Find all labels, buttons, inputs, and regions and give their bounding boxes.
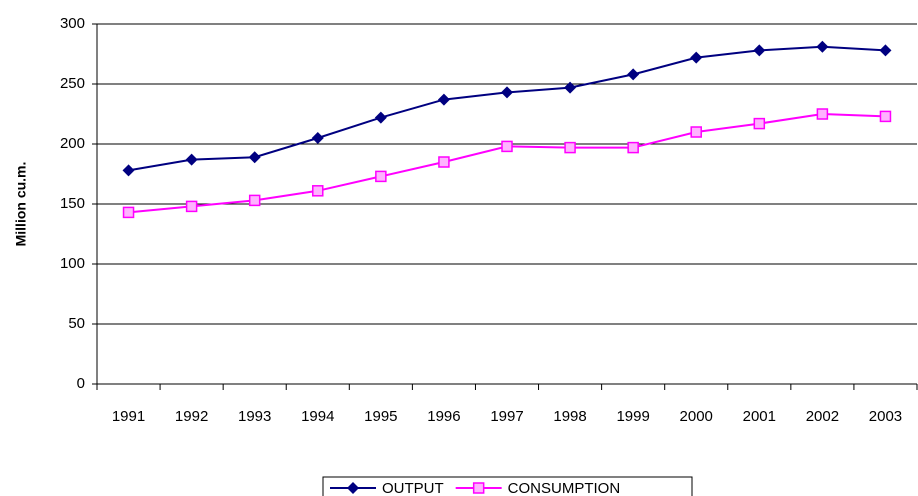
- x-tick-label: 2001: [743, 408, 776, 425]
- x-tick-label: 1994: [301, 408, 334, 425]
- marker: [690, 51, 703, 64]
- y-tick-label: 100: [60, 255, 85, 272]
- marker: [816, 40, 829, 53]
- marker: [437, 93, 450, 106]
- y-tick-label: 200: [60, 135, 85, 152]
- marker: [248, 194, 261, 207]
- y-tick-label: 150: [60, 195, 85, 212]
- x-tick-label: 1998: [553, 408, 586, 425]
- x-tick-label: 1995: [364, 408, 397, 425]
- marker: [879, 44, 892, 57]
- marker: [501, 140, 513, 153]
- x-tick-label: 1992: [175, 408, 208, 425]
- marker: [690, 126, 702, 138]
- x-tick-label: 1991: [112, 408, 145, 425]
- marker: [564, 81, 577, 94]
- y-axis-label: Million cu.m.: [13, 162, 29, 247]
- x-tick-label: 2000: [680, 408, 713, 425]
- legend-box: [322, 476, 693, 496]
- x-tick-label: 2002: [806, 408, 839, 425]
- line: [128, 112, 886, 214]
- x-tick-label: 2003: [869, 408, 902, 425]
- marker: [816, 108, 829, 120]
- y-tick-label: 50: [68, 315, 85, 332]
- x-tick-label: 1997: [490, 408, 523, 425]
- marker: [122, 206, 135, 219]
- marker: [564, 141, 576, 154]
- x-tick-label: 1993: [238, 408, 271, 425]
- marker: [879, 110, 892, 123]
- y-tick-label: 0: [77, 375, 85, 392]
- marker: [185, 200, 198, 213]
- marker: [374, 111, 387, 124]
- marker: [501, 86, 513, 99]
- marker: [472, 482, 485, 494]
- marker: [347, 482, 359, 494]
- marker: [438, 156, 450, 168]
- marker: [627, 141, 639, 154]
- marker: [248, 151, 261, 164]
- legend-label: OUTPUT: [382, 480, 444, 496]
- marker: [185, 153, 198, 166]
- marker: [122, 164, 135, 177]
- x-tick-label: 1996: [427, 408, 460, 425]
- marker: [753, 117, 766, 130]
- x-tick-label: 1999: [616, 408, 649, 425]
- marker: [627, 68, 640, 81]
- legend-label: CONSUMPTION: [508, 480, 621, 496]
- y-tick-label: 250: [60, 75, 85, 92]
- marker: [311, 132, 324, 144]
- marker: [312, 185, 324, 197]
- y-tick-label: 300: [60, 15, 85, 32]
- marker: [753, 44, 766, 57]
- marker: [375, 170, 387, 183]
